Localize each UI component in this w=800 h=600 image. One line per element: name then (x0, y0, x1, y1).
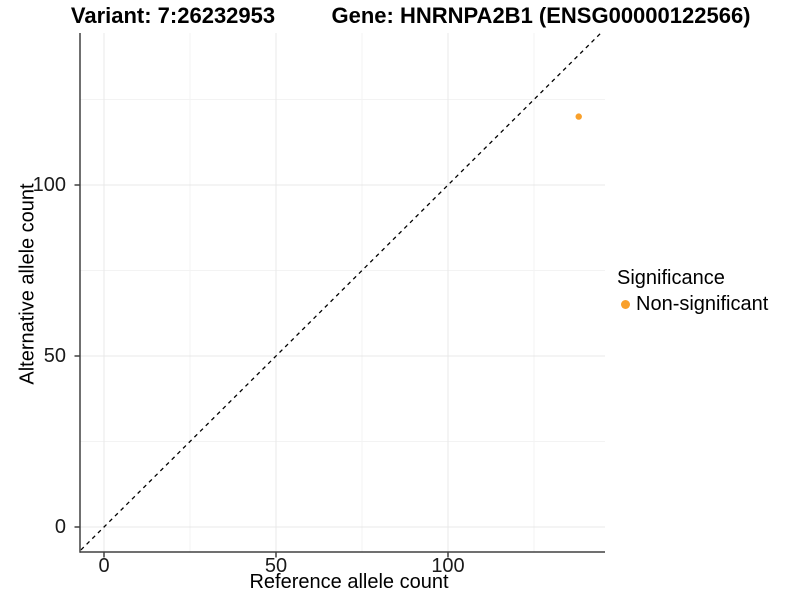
legend: Significance Non-significant (617, 266, 768, 316)
legend-title: Significance (617, 267, 725, 289)
x-tick-label: 50 (264, 555, 288, 577)
legend-point-icon (621, 299, 630, 309)
y-axis-title: Alternative allele count (16, 183, 39, 385)
data-point[interactable] (575, 113, 582, 120)
y-tick-label: 100 (32, 174, 66, 196)
legend-item-label: Non-significant (636, 293, 769, 315)
x-tick-label: 0 (98, 555, 110, 577)
legend-item: Non-significant (617, 292, 768, 316)
y-tick-label: 0 (54, 516, 66, 538)
plot-title-variant: Variant: 7:26232953 (70, 3, 276, 28)
plot-title-gene: Gene: HNRNPA2B1 (ENSG00000122566) (331, 3, 751, 28)
identity-reference-line (80, 33, 602, 552)
x-tick-label: 100 (431, 555, 465, 577)
x-axis-title: Reference allele count (249, 571, 449, 593)
y-tick-label: 50 (43, 345, 66, 367)
